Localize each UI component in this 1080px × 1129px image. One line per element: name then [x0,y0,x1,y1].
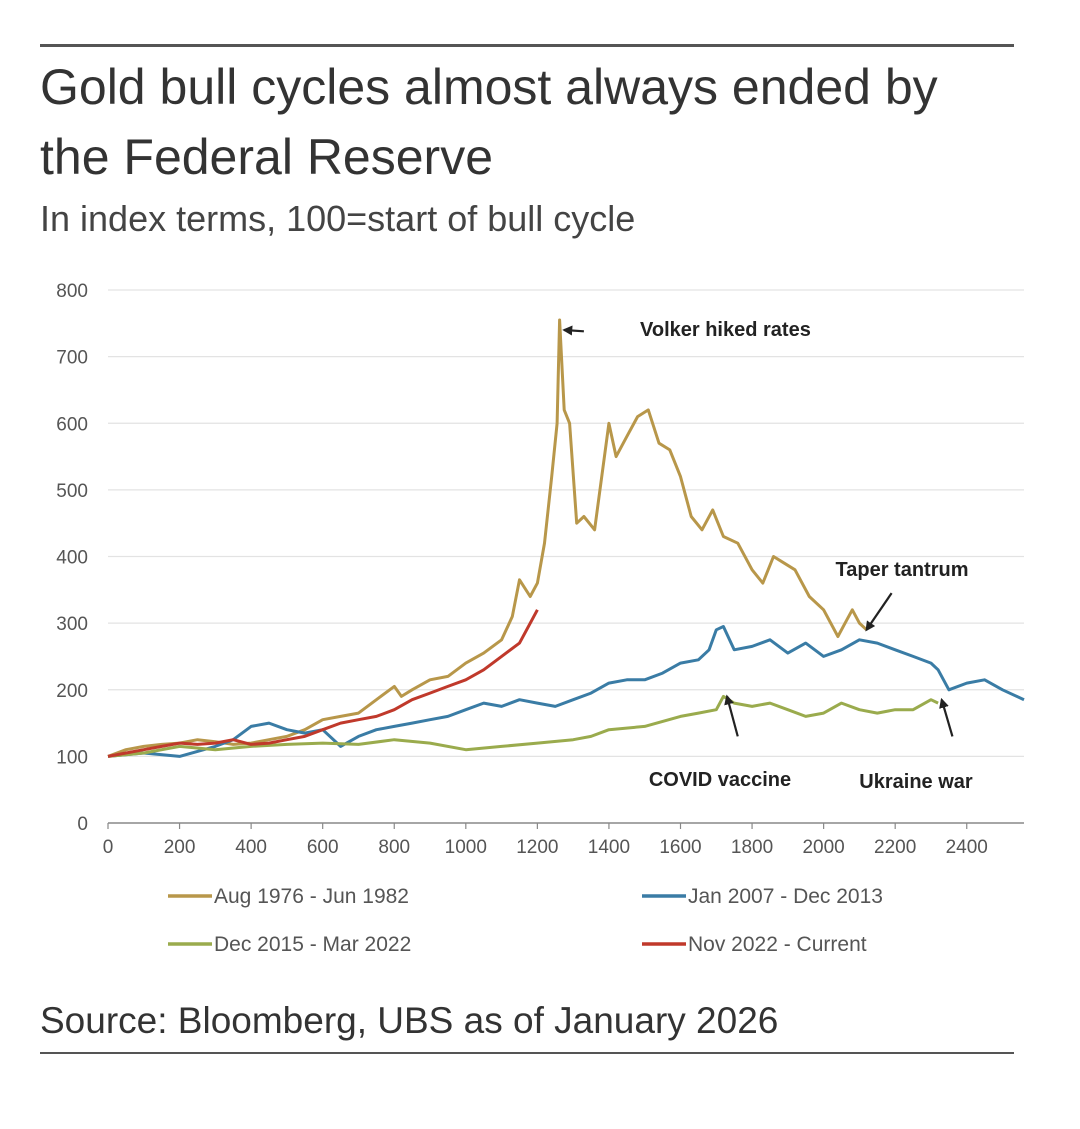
y-tick-label: 800 [56,281,88,302]
legend: Aug 1976 - Jun 1982 Jan 2007 - Dec 2013 De… [168,885,883,956]
annotations: Volker hiked rates Taper tantrum COVID vac… [562,319,973,793]
source-note: Source: Bloomberg, UBS as of January 202… [40,1000,779,1041]
series-line-3 [107,609,539,758]
x-tick-label: 1800 [731,837,773,858]
series-line-0 [107,318,868,758]
x-tick-label: 2000 [802,837,844,858]
y-tick-label: 700 [56,348,88,369]
axes [107,822,1024,829]
x-tick-label: 200 [164,837,196,858]
annotation-arrow [724,694,739,737]
annotation-label: Taper tantrum [836,559,969,581]
chart-title: Gold bull cycles almost always ended by … [40,59,938,185]
x-tick-label: 1600 [659,837,701,858]
annotation-arrow [939,697,954,737]
grid-lines [108,289,1024,757]
annotation-label: Volker hiked rates [640,319,811,341]
y-tick-label: 600 [56,414,88,435]
top-rule [40,44,1014,47]
y-tick-label: 200 [56,681,88,702]
series-lines [107,318,1025,758]
x-tick-label: 1000 [445,837,487,858]
legend-label: Jan 2007 - Dec 2013 [688,885,883,908]
x-tick-label: 1400 [588,837,630,858]
x-tick-label: 800 [378,837,410,858]
annotation-label: Ukraine war [859,771,973,793]
series-line-1 [107,625,1025,758]
x-tick-label: 2200 [874,837,916,858]
x-tick-label: 1200 [516,837,558,858]
x-tick-label: 600 [307,837,339,858]
chart-subtitle: In index terms, 100=start of bull cycle [40,198,636,239]
series-line-2 [107,694,939,758]
chart-area: 0 100 200 300 400 500 600 700 800 0 200 400 600 800 10… [56,281,1025,956]
annotation-label: COVID vaccine [649,769,791,791]
bottom-rule [40,1052,1014,1054]
y-tick-label: 500 [56,481,88,502]
legend-label: Nov 2022 - Current [688,933,867,956]
x-tick-label: 0 [103,837,114,858]
y-tick-label: 300 [56,614,88,635]
legend-label: Dec 2015 - Mar 2022 [214,933,411,956]
y-tick-label: 400 [56,548,88,569]
tick-labels: 0 100 200 300 400 500 600 700 800 0 200 400 600 800 10… [56,281,988,858]
x-tick-label: 400 [235,837,267,858]
x-tick-label: 2400 [946,837,988,858]
y-tick-label: 100 [56,747,88,768]
annotation-arrow [865,592,893,632]
legend-label: Aug 1976 - Jun 1982 [214,885,409,908]
annotation-arrow [562,325,584,336]
y-tick-label: 0 [77,814,88,835]
